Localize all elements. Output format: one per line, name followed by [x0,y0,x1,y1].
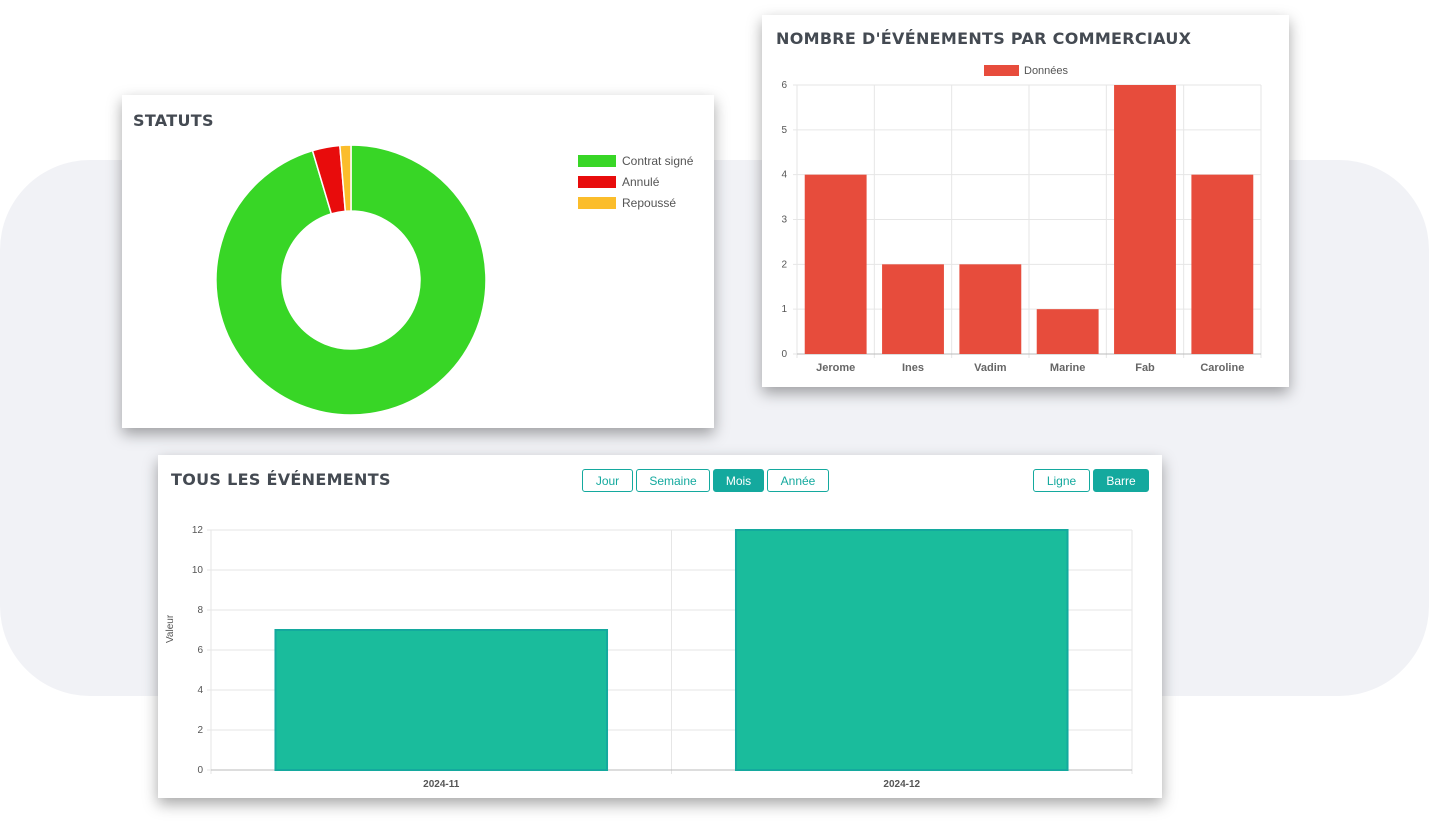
y-tick-label: 0 [197,765,203,776]
x-tick-label: 2024-11 [423,779,460,790]
commerciaux-card: 0 1 2 3 4 5 6 Jerome Ines Vadim Marine Fab Caroline D… [762,15,1289,387]
legend-label: Repoussé [622,195,677,210]
bar [274,629,609,771]
donut-slice [215,144,487,416]
y-tick-label: 8 [197,605,203,616]
evenements-bar-chart: 0 2 4 6 8 10 12 2024-11 2024-12 [192,525,1133,790]
legend-item[interactable]: Annulé [578,171,693,192]
period-button-annee[interactable]: Année [767,469,829,492]
legend-item[interactable]: Repoussé [578,192,693,213]
y-tick-label: 1 [781,304,787,315]
legend-swatch [578,154,616,167]
y-axis-title: Valeur [165,614,176,643]
evenements-card: 0 2 4 6 8 10 12 2024-11 2024-12 TOUS LES ÉVÉNEME… [158,455,1162,798]
chart-type-button-barre[interactable]: Barre [1093,469,1149,492]
y-tick-label: 2 [197,725,203,736]
y-tick-label: 10 [192,565,204,576]
y-tick-label: 2 [781,259,787,270]
x-tick-label: 2024-12 [883,779,920,790]
statuts-donut-chart [215,144,487,416]
statuts-title: STATUTS [133,111,214,130]
y-tick-label: 4 [781,170,787,181]
y-tick-label: 4 [197,685,203,696]
bar [959,264,1022,354]
x-tick-label: Vadim [974,362,1007,374]
legend-item[interactable]: Contrat signé [578,150,693,171]
period-button-mois[interactable]: Mois [713,469,764,492]
legend-label: Contrat signé [622,153,694,168]
y-tick-label: 5 [781,125,787,136]
bar [882,264,944,354]
y-tick-label: 0 [781,349,787,360]
x-tick-label: Jerome [816,362,855,374]
bar [734,529,1069,771]
evenements-title: TOUS LES ÉVÉNEMENTS [171,470,391,489]
period-button-jour[interactable]: Jour [582,469,633,492]
statuts-legend: Contrat signé Annulé Repoussé [578,150,693,213]
x-tick-label: Caroline [1200,362,1244,374]
x-tick-label: Marine [1050,362,1085,374]
legend-label: Annulé [622,174,660,189]
legend-label: Données [1024,65,1069,77]
legend-swatch [578,175,616,188]
period-button-semaine[interactable]: Semaine [636,469,710,492]
legend-swatch [578,196,616,209]
y-tick-label: 12 [192,525,204,536]
commerciaux-bar-chart: 0 1 2 3 4 5 6 Jerome Ines Vadim Marine Fab Caroline D… [781,65,1262,374]
bar [1114,85,1176,354]
bar [1036,309,1099,354]
bar [804,174,867,354]
commerciaux-title: NOMBRE D'ÉVÉNEMENTS PAR COMMERCIAUX [776,29,1192,48]
legend-swatch [984,65,1019,76]
y-tick-label: 6 [197,645,203,656]
x-tick-label: Ines [902,362,924,374]
bar [1191,174,1254,354]
statuts-card: STATUTS Contrat signé Annulé Repoussé [122,95,714,428]
y-tick-label: 6 [781,80,787,91]
y-tick-label: 3 [781,215,787,226]
x-tick-label: Fab [1135,362,1155,374]
donut-slice [339,144,352,213]
chart-type-button-ligne[interactable]: Ligne [1033,469,1090,492]
